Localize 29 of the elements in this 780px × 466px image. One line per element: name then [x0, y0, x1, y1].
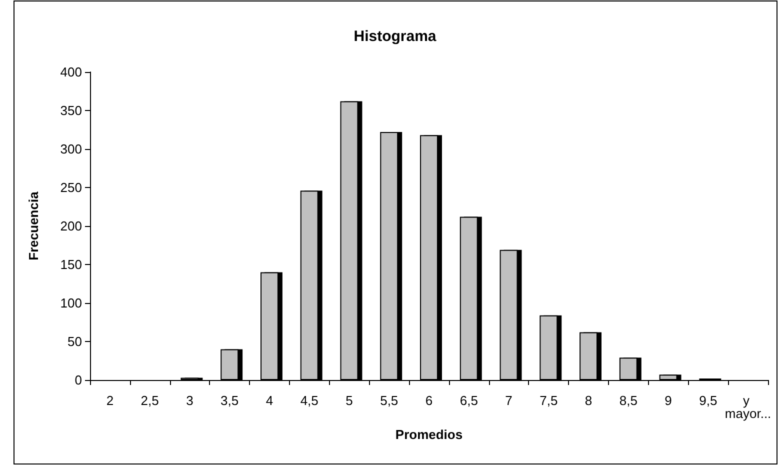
x-tick-label: 5,5: [380, 393, 398, 408]
x-tick-label: 9: [664, 393, 672, 408]
y-tick-label: 300: [60, 142, 82, 156]
y-tick-label: 100: [60, 296, 82, 310]
chart-title: Histograma: [354, 28, 437, 45]
x-tick-label: 5: [346, 393, 353, 408]
x-tick-label: 6: [425, 393, 433, 408]
x-tick-label: 4: [266, 393, 274, 408]
x-tick-label: 6,5: [460, 393, 478, 408]
x-tick-label: 8,5: [619, 393, 638, 408]
y-tick-label: 150: [60, 257, 82, 272]
x-tick-label: 2: [106, 393, 114, 408]
x-tick-label: y mayor...: [724, 393, 772, 421]
x-tick-label: 8: [584, 393, 592, 408]
y-axis-title: Frecuencia: [26, 190, 41, 260]
y-tick-label: 200: [60, 218, 82, 234]
y-tick-label: 250: [60, 180, 82, 195]
x-tick-label: 3,5: [220, 393, 239, 408]
x-tick-label: 7,5: [540, 393, 558, 408]
x-tick-label: 7: [505, 393, 512, 408]
y-tick-label: 50: [68, 334, 82, 349]
x-axis-title: Promedios: [395, 427, 463, 442]
x-tick-label: 4,5: [300, 393, 318, 408]
y-tick-label: 400: [60, 64, 82, 80]
x-tick-label: 2,5: [140, 393, 159, 408]
y-tick-label: 350: [60, 103, 82, 118]
x-tick-label: 3: [186, 393, 194, 408]
y-tick-label: 0: [74, 372, 82, 388]
x-tick-label: 9,5: [699, 393, 718, 408]
